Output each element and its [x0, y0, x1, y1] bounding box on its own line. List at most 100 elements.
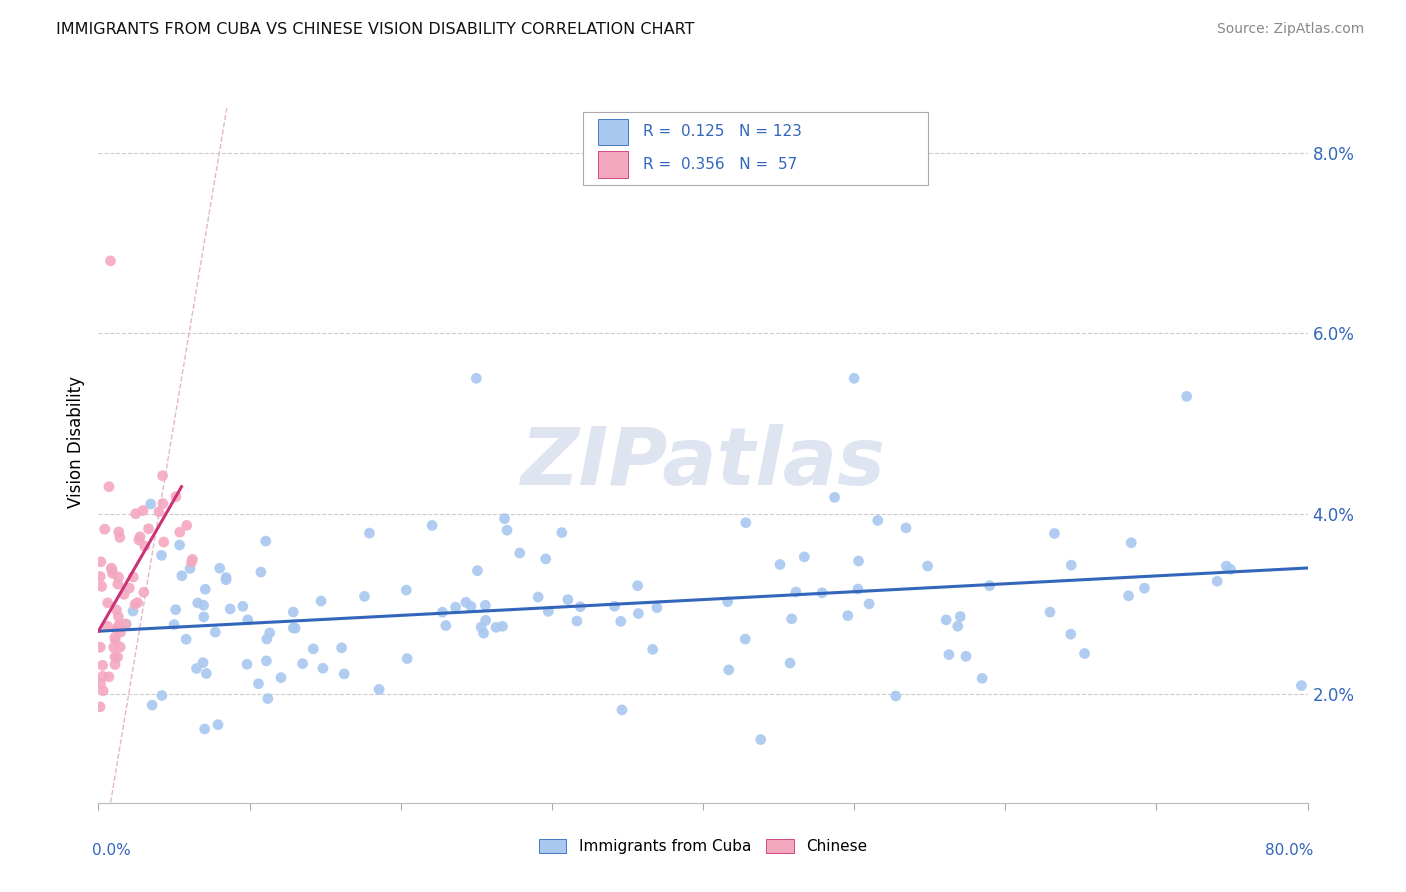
- Point: [769, 558, 792, 572]
- Point: [460, 599, 482, 614]
- Point: [1215, 559, 1237, 574]
- Point: [180, 555, 202, 569]
- Point: [148, 505, 170, 519]
- Point: [312, 661, 335, 675]
- Point: [215, 571, 238, 585]
- Point: [534, 552, 557, 566]
- Point: [291, 657, 314, 671]
- Point: [112, 587, 135, 601]
- Point: [353, 590, 375, 604]
- Point: [309, 594, 332, 608]
- Text: Source: ZipAtlas.com: Source: ZipAtlas.com: [1216, 22, 1364, 37]
- Point: [645, 600, 668, 615]
- Point: [824, 491, 846, 505]
- Point: [105, 622, 128, 636]
- Point: [107, 570, 129, 584]
- Point: [89, 569, 111, 583]
- Point: [195, 666, 218, 681]
- Point: [107, 524, 129, 539]
- Point: [894, 521, 917, 535]
- Point: [152, 535, 174, 549]
- Point: [884, 689, 907, 703]
- Point: [979, 579, 1001, 593]
- Point: [848, 554, 870, 568]
- Point: [105, 603, 128, 617]
- Point: [396, 651, 419, 665]
- Point: [485, 620, 508, 634]
- Point: [603, 599, 626, 614]
- Point: [98, 670, 121, 684]
- Point: [114, 617, 136, 632]
- Point: [208, 561, 231, 575]
- Text: 0.0%: 0.0%: [93, 843, 131, 857]
- Point: [569, 599, 592, 614]
- Point: [283, 621, 305, 635]
- Point: [193, 599, 215, 613]
- Point: [1073, 647, 1095, 661]
- Point: [610, 703, 633, 717]
- Point: [236, 613, 259, 627]
- Point: [844, 371, 866, 385]
- Point: [1121, 535, 1143, 549]
- Point: [858, 597, 880, 611]
- Point: [101, 563, 124, 577]
- Point: [193, 610, 215, 624]
- Point: [129, 530, 152, 544]
- Point: [204, 625, 226, 640]
- Point: [491, 619, 513, 633]
- Point: [169, 538, 191, 552]
- Point: [395, 583, 418, 598]
- Point: [179, 561, 201, 575]
- Point: [551, 525, 574, 540]
- Point: [107, 577, 129, 591]
- Point: [132, 585, 155, 599]
- Point: [101, 566, 124, 581]
- Point: [128, 533, 150, 547]
- Point: [434, 618, 457, 632]
- Point: [108, 618, 131, 632]
- Point: [259, 625, 281, 640]
- Point: [93, 522, 115, 536]
- Point: [100, 253, 122, 268]
- Point: [170, 568, 193, 582]
- Point: [284, 621, 307, 635]
- Point: [368, 682, 391, 697]
- Point: [1060, 627, 1083, 641]
- Point: [1060, 558, 1083, 573]
- Point: [104, 631, 127, 645]
- Text: 80.0%: 80.0%: [1265, 843, 1313, 857]
- Point: [187, 596, 209, 610]
- Point: [90, 555, 112, 569]
- Point: [91, 669, 114, 683]
- Point: [141, 698, 163, 712]
- Point: [247, 677, 270, 691]
- Point: [454, 595, 477, 609]
- Point: [90, 579, 112, 593]
- Point: [949, 609, 972, 624]
- Point: [627, 579, 650, 593]
- Point: [641, 642, 664, 657]
- Point: [1039, 605, 1062, 619]
- Point: [138, 522, 160, 536]
- Point: [219, 602, 242, 616]
- Point: [110, 640, 132, 654]
- Point: [232, 599, 254, 614]
- Point: [465, 371, 488, 385]
- Point: [917, 559, 939, 574]
- Point: [89, 676, 111, 690]
- Point: [474, 614, 496, 628]
- Point: [254, 534, 277, 549]
- Text: ZIPatlas: ZIPatlas: [520, 425, 886, 502]
- Point: [152, 497, 174, 511]
- Point: [165, 602, 187, 616]
- Point: [104, 657, 127, 672]
- Point: [1291, 679, 1313, 693]
- Point: [793, 549, 815, 564]
- Point: [169, 525, 191, 540]
- Point: [132, 503, 155, 517]
- Point: [470, 620, 492, 634]
- Point: [152, 468, 174, 483]
- Point: [150, 549, 173, 563]
- Point: [134, 539, 156, 553]
- Point: [472, 626, 495, 640]
